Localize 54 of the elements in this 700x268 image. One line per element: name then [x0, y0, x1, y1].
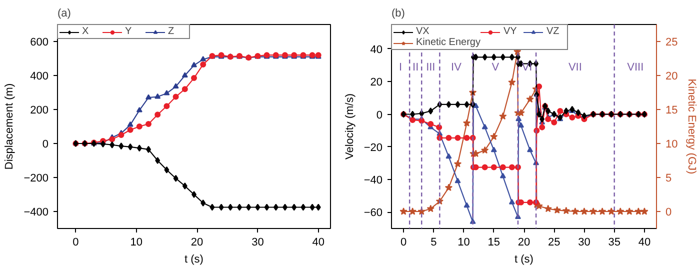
y2-tick-label: 10 [666, 138, 678, 150]
legend-label: Y [125, 26, 133, 37]
annotation: I [399, 61, 402, 74]
x-tick-label: 10 [458, 236, 470, 248]
y2-tick-label: 5 [666, 172, 672, 184]
y-tick-label: 600 [30, 36, 49, 48]
y-tick-label: 200 [30, 104, 49, 116]
y-tick-label: 0 [42, 138, 49, 150]
annotation: VI [522, 61, 532, 74]
annotation: II [412, 61, 419, 74]
legend-label: X [82, 26, 90, 37]
y2-tick-label: 15 [666, 104, 678, 116]
legend-label: VZ [546, 26, 560, 37]
x-tick-label: 10 [130, 236, 142, 248]
chart-title: (b) [392, 8, 405, 20]
x-axis-title: t (s) [184, 254, 204, 266]
chart-title: (a) [58, 8, 71, 20]
legend-label: Z [168, 26, 176, 37]
y-tick-label: 400 [30, 70, 49, 82]
y-tick-label: −200 [24, 172, 49, 184]
annotation: III [426, 61, 436, 74]
annotation: V [492, 61, 500, 74]
y-tick-label: 20 [370, 76, 383, 89]
annotation: VII [568, 61, 582, 74]
x-tick-label: 20 [518, 236, 530, 248]
x-tick-label: 5 [430, 236, 437, 248]
y-tick-label: −400 [24, 206, 49, 218]
x-axis-title: t (s) [514, 254, 534, 266]
y-tick-label: 0 [376, 109, 383, 122]
x-tick-label: 15 [488, 236, 500, 248]
y-tick-label: −40 [364, 174, 383, 187]
x-tick-label: 35 [608, 236, 620, 248]
legend-label: VX [416, 26, 430, 37]
y2-tick-label: 0 [666, 206, 672, 218]
legend-label: Kinetic Energy [416, 37, 480, 48]
y2-tick-label: 25 [666, 36, 678, 48]
y-axis-title: Velocity (m/s) [344, 93, 356, 160]
y2-axis-title: Kinetic Energy (GJ) [686, 78, 698, 174]
annotation: IV [451, 61, 462, 74]
x-tick-label: 30 [578, 236, 590, 248]
x-tick-label: 0 [400, 236, 407, 248]
x-tick-label: 25 [548, 236, 560, 248]
y-tick-label: −60 [364, 207, 383, 220]
x-tick-label: 40 [312, 236, 324, 248]
annotation: VIII [627, 61, 644, 74]
x-tick-label: 40 [638, 236, 651, 248]
x-tick-label: 0 [72, 236, 79, 248]
x-tick-label: 20 [190, 236, 204, 248]
y-tick-label: 40 [370, 44, 383, 56]
y-tick-label: −20 [364, 142, 383, 154]
y-axis-title: Displacement (m) [4, 83, 16, 170]
legend-label: VY [503, 26, 518, 37]
x-tick-label: 30 [252, 236, 264, 248]
y2-tick-label: 20 [666, 70, 678, 82]
